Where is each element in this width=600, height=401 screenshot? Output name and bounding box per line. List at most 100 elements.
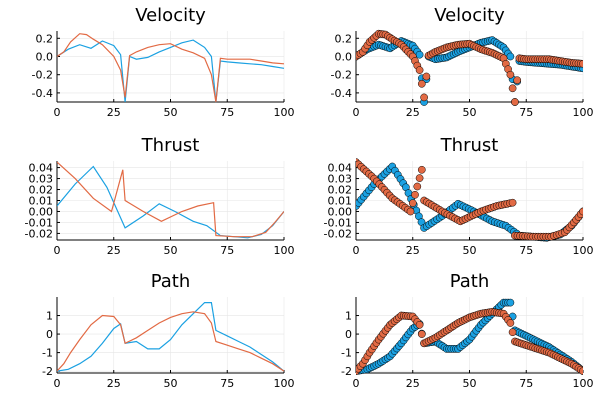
plot-title: Path [450, 271, 490, 292]
y-tick-label: -0.2 [32, 69, 53, 82]
y-tick-label: 0.04 [328, 162, 353, 175]
series-2-point [511, 98, 519, 106]
y-tick-label: -0.4 [32, 87, 53, 100]
y-tick-label: 0.00 [29, 205, 54, 218]
y-tick-label: 1 [345, 310, 352, 323]
series-2-point [413, 182, 422, 191]
y-tick-label: 0.01 [328, 195, 353, 208]
x-tick-label: 100 [274, 377, 295, 390]
subplot-2: 0 25 50 75 100 0.2 0.0 -0.2 -0.4 Velocity [331, 5, 594, 119]
x-tick-label: 50 [164, 106, 178, 119]
y-tick-label: -0.01 [25, 216, 53, 229]
x-tick-label: 0 [54, 244, 61, 257]
series-2-line [57, 33, 284, 103]
series-1-point [415, 50, 424, 59]
series-2-point [579, 59, 583, 68]
series-2-point [417, 330, 426, 338]
series-2-point [506, 319, 515, 327]
x-tick-label: 50 [463, 244, 477, 257]
x-tick-label: 75 [220, 106, 234, 119]
series-2-point [506, 70, 515, 79]
x-tick-label: 50 [463, 106, 477, 119]
subplot-1: 0 25 50 75 100 0.2 0.0 -0.2 -0.4 Velocity [32, 5, 295, 119]
x-tick-label: 50 [164, 244, 178, 257]
y-tick-label: -0.02 [324, 227, 352, 240]
x-tick-label: 100 [573, 377, 594, 390]
y-tick-label: 0.2 [335, 32, 353, 45]
x-tick-label: 75 [519, 377, 533, 390]
y-tick-label: 0.02 [328, 184, 353, 197]
x-tick-label: 25 [406, 106, 420, 119]
x-tick-label: 25 [107, 106, 121, 119]
y-tick-label: -2 [42, 365, 53, 378]
series-2-point [579, 367, 583, 375]
x-tick-label: 25 [406, 377, 420, 390]
series-2-point [417, 79, 426, 88]
plot-data [356, 298, 583, 375]
y-tick-label: 0 [46, 328, 53, 341]
x-tick-label: 0 [54, 377, 61, 390]
x-tick-label: 50 [164, 377, 178, 390]
series-2-point [579, 207, 583, 216]
y-tick-label: 0.00 [328, 205, 353, 218]
series-1-point [506, 52, 515, 61]
y-tick-label: 0.03 [328, 173, 353, 186]
series-2-point [508, 84, 517, 93]
y-tick-label: 0.2 [36, 32, 54, 45]
y-tick-label: -0.2 [331, 69, 352, 82]
series-2-point [508, 198, 517, 207]
x-tick-label: 100 [573, 106, 594, 119]
series-2-point [513, 76, 522, 85]
subplot-6: 0 25 50 75 100 1 0 -1 -2 Path [341, 271, 593, 390]
x-tick-label: 100 [573, 244, 594, 257]
series-2-line [57, 311, 284, 372]
plot-title: Velocity [434, 5, 505, 26]
y-tick-label: -0.4 [331, 87, 352, 100]
x-tick-label: 0 [353, 377, 360, 390]
plot-data [356, 158, 583, 242]
series-2-point [415, 66, 424, 74]
series-2-point [508, 328, 517, 337]
plot-title: Thrust [440, 135, 499, 156]
series-2-point [417, 165, 426, 174]
plot-title: Thrust [141, 135, 200, 156]
y-tick-label: 0.01 [29, 195, 54, 208]
x-tick-label: 50 [463, 377, 477, 390]
x-tick-label: 75 [519, 106, 533, 119]
subplot-4: 0 25 50 75 100 0.040.030.020.010.00-0.01-0.02… [324, 135, 594, 257]
plot-data [356, 29, 583, 106]
series-2-line [57, 161, 284, 238]
series-2-point [411, 190, 419, 199]
plot-data [57, 33, 284, 103]
y-tick-label: 0.02 [29, 184, 54, 197]
y-tick-label: 0.04 [29, 162, 54, 175]
series-2-point [420, 93, 428, 102]
y-tick-label: -1 [341, 347, 352, 360]
x-tick-label: 75 [220, 244, 234, 257]
x-tick-label: 25 [107, 244, 121, 257]
y-tick-label: -1 [42, 347, 53, 360]
series-2-point [422, 72, 431, 81]
y-tick-label: 0 [345, 328, 352, 341]
x-tick-label: 100 [274, 244, 295, 257]
y-tick-label: -0.01 [324, 216, 352, 229]
x-tick-label: 0 [353, 244, 360, 257]
x-tick-label: 75 [519, 244, 533, 257]
plot-data [57, 161, 284, 239]
x-tick-label: 0 [54, 106, 61, 119]
y-tick-label: 1 [46, 310, 53, 323]
plot-data [57, 302, 284, 372]
series-1-line [57, 39, 284, 103]
x-tick-label: 25 [107, 377, 121, 390]
y-tick-label: 0.0 [36, 50, 54, 63]
plot-title: Velocity [135, 5, 206, 26]
plot-title: Path [151, 271, 191, 292]
series-1-point [506, 298, 515, 307]
x-tick-label: 0 [353, 106, 360, 119]
y-tick-label: -2 [341, 365, 352, 378]
x-tick-label: 25 [406, 244, 420, 257]
series-1-line [57, 302, 284, 372]
series-2-point [415, 320, 424, 329]
x-tick-label: 75 [220, 377, 234, 390]
